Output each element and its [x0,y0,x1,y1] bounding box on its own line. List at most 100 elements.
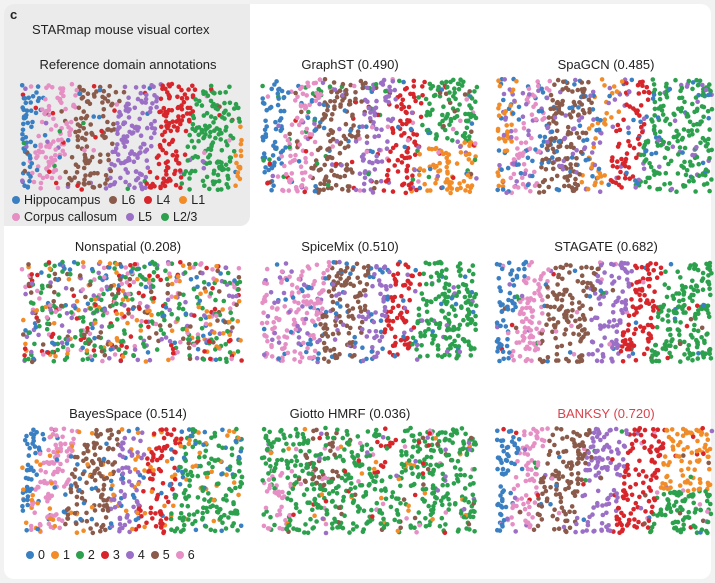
cell-point [100,492,105,498]
cell-point [177,515,183,521]
cell-point [699,104,705,109]
cell-point [462,486,468,491]
cell-point [75,261,81,267]
cell-point [606,100,611,106]
cell-point [115,131,120,137]
cell-point [71,260,77,265]
cell-point [626,353,632,359]
cell-point [374,98,379,104]
cell-point [539,143,545,148]
dataset-title: STARmap mouse visual cortex [32,22,210,37]
cell-point [640,276,646,281]
cell-point [662,342,668,347]
cell-point [187,187,192,192]
cell-point [327,263,332,269]
cell-point [148,121,154,127]
cell-point [633,320,639,326]
cell-point [401,497,407,502]
cell-point [326,132,331,137]
cell-point [381,299,386,304]
cell-point [201,280,207,285]
cell-point [33,324,39,330]
cell-point [170,346,176,352]
cell-point [30,119,35,125]
cell-point [84,144,90,149]
cell-point [334,94,340,100]
cell-point [323,521,329,527]
cell-point [357,188,363,193]
cell-point [215,510,221,515]
cell-point [679,163,684,169]
cell-point [163,335,169,340]
cell-point [209,469,214,475]
cell-point [580,303,585,309]
cell-point [334,273,340,279]
cell-point [391,272,396,278]
cell-point [100,507,106,513]
cell-point [547,317,552,322]
cell-point [690,335,695,340]
cell-point [503,324,509,329]
cell-point [112,296,117,302]
cell-point [411,325,417,330]
cell-point [127,276,133,282]
cell-point [91,170,97,176]
cell-point [463,152,469,158]
cell-point [573,318,578,324]
cell-point [579,80,585,85]
cell-point [361,181,367,187]
cell-point [68,454,74,459]
cell-point [421,297,426,302]
cell-point [200,515,206,521]
cell-point [597,301,603,307]
cell-point [435,173,441,179]
cell-point [637,279,642,284]
cell-point [27,164,33,170]
cell-point [273,126,279,132]
cell-point [148,106,153,111]
cell-point [120,288,126,294]
cell-point [169,81,175,87]
cell-point [651,82,657,87]
cell-point [530,158,535,164]
cell-point [410,120,416,126]
cell-point [60,344,66,350]
cell-point [289,469,295,474]
cell-point [466,339,471,345]
cell-point [362,112,367,117]
cell-point [165,297,171,303]
cell-point [514,162,519,167]
cell-point [212,430,218,436]
cell-point [703,143,709,149]
cell-point [562,183,567,189]
cell-point [694,108,700,114]
cell-point [417,152,423,157]
cell-point [138,328,144,333]
cell-point [43,96,48,102]
cell-point [616,175,621,180]
cell-point [590,351,595,357]
cell-point [156,161,162,167]
cell-point [284,277,290,283]
cell-point [387,318,392,324]
cell-point [333,311,339,316]
cell-point [367,274,372,280]
cell-point [46,163,52,168]
cell-point [122,522,128,528]
cell-point [419,318,425,323]
cell-point [398,337,404,343]
cell-point [287,309,292,315]
cell-point [261,310,266,316]
cell-point [262,280,267,286]
cell-point [201,91,206,96]
cell-point [401,438,407,444]
cell-point [337,259,342,265]
cell-point [151,455,156,460]
cell-point [454,161,460,166]
cell-point [562,312,567,317]
cell-point [96,334,101,340]
cell-point [378,463,384,468]
cell-point [564,262,569,268]
cell-point [284,441,289,447]
cell-point [132,125,137,131]
